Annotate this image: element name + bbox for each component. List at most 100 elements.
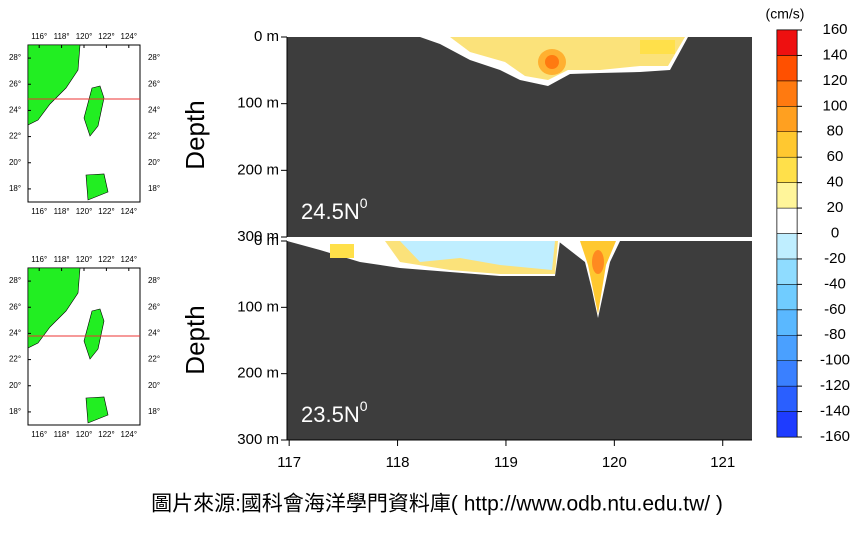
colorbar-swatch	[776, 207, 798, 234]
map-tick-label: 120°	[76, 430, 93, 439]
y-tick-label: 100 m	[237, 298, 279, 315]
colorbar-swatch	[776, 182, 798, 209]
map-tick-label: 24°	[148, 106, 160, 115]
colorbar-tick-label: 140	[822, 46, 847, 63]
x-tick-label: 120	[602, 454, 627, 471]
colorbar-tick-label: -60	[824, 301, 846, 318]
colorbar-tick-label: -20	[824, 250, 846, 267]
map-tick-label: 26°	[148, 79, 160, 88]
colorbar-tick-label: 120	[822, 72, 847, 89]
colorbar-tick-label: 100	[822, 97, 847, 114]
y-tick-label: 200 m	[237, 365, 279, 382]
colorbar-tick-label: -100	[820, 352, 850, 369]
panel-label-superscript: 0	[360, 195, 368, 211]
colorbar-swatch	[776, 284, 798, 311]
colorbar-swatch	[776, 335, 798, 361]
velocity-field	[545, 55, 559, 69]
map-inset	[27, 267, 141, 426]
map-tick-label: 118°	[54, 430, 70, 439]
map-tick-label: 22°	[148, 132, 160, 141]
map-tick-label: 28°	[148, 53, 160, 62]
colorbar-swatch	[776, 258, 798, 285]
map-tick-label: 24°	[148, 329, 160, 338]
velocity-field	[580, 241, 616, 314]
y-tick-label: 300 m	[237, 431, 279, 448]
colorbar-tick-label: -120	[820, 377, 850, 394]
colorbar-tick-label: 160	[822, 21, 847, 38]
colorbar-swatch	[776, 131, 798, 158]
y-tick-label: 0 m	[254, 232, 279, 249]
panel-label-text: 23.5N	[301, 402, 360, 427]
colorbar-tick-label: -80	[824, 326, 846, 343]
map-tick-label: 124°	[121, 32, 138, 41]
colorbar-tick-label: 20	[827, 199, 844, 216]
caption: 圖片來源:國科會海洋學門資料庫( http://www.odb.ntu.edu.…	[151, 493, 723, 516]
map-tick-label: 120°	[76, 32, 93, 41]
panel-label-superscript: 0	[360, 398, 368, 414]
map-tick-label: 26°	[9, 302, 21, 311]
colorbar-tick-label: 40	[827, 174, 844, 191]
x-tick-label: 119	[494, 454, 518, 471]
map-tick-label: 116°	[31, 32, 47, 41]
y-tick-label: 0 m	[254, 28, 279, 45]
x-tick-label: 117	[277, 454, 301, 471]
map-tick-label: 20°	[148, 158, 160, 167]
map-tick-label: 118°	[54, 207, 70, 216]
map-tick-label: 116°	[31, 255, 47, 264]
colorbar-tick-label: -40	[824, 275, 846, 292]
map-tick-label: 22°	[9, 132, 21, 141]
map-tick-label: 124°	[121, 430, 138, 439]
colorbar-swatch	[776, 385, 798, 412]
map-inset	[27, 44, 141, 203]
map-tick-label: 22°	[9, 355, 21, 364]
map-tick-label: 22°	[148, 355, 160, 364]
velocity-field	[330, 244, 354, 258]
colorbar-tick-label: -160	[820, 428, 850, 445]
map-tick-label: 28°	[9, 53, 21, 62]
x-tick-label: 121	[710, 454, 735, 471]
velocity-field	[640, 40, 675, 54]
y-axis-label: Depth	[180, 100, 210, 169]
map-tick-label: 20°	[9, 381, 21, 390]
y-axis-label: Depth	[180, 305, 210, 374]
map-tick-label: 124°	[121, 255, 138, 264]
map-tick-label: 120°	[76, 255, 93, 264]
map-tick-label: 118°	[54, 32, 70, 41]
colorbar-swatch	[776, 360, 798, 387]
y-tick-label: 100 m	[237, 95, 279, 112]
map-tick-label: 28°	[148, 276, 160, 285]
colorbar-swatch	[776, 309, 798, 336]
colorbar-unit: (cm/s)	[766, 6, 805, 22]
map-tick-label: 124°	[121, 207, 138, 216]
map-tick-label: 122°	[98, 207, 115, 216]
colorbar-tick-label: 80	[827, 123, 844, 140]
map-tick-label: 118°	[54, 255, 70, 264]
map-tick-label: 120°	[76, 207, 93, 216]
map-tick-label: 26°	[148, 302, 160, 311]
y-tick-label: 300 m	[237, 228, 279, 245]
map-tick-label: 18°	[148, 407, 160, 416]
panel-label: 24.5N0	[301, 195, 368, 224]
velocity-field	[592, 250, 604, 274]
map-tick-label: 28°	[9, 276, 21, 285]
panel-label: 23.5N0	[301, 398, 368, 427]
colorbar-tick-label: -140	[820, 403, 850, 420]
panel-label-text: 24.5N	[301, 199, 360, 224]
colorbar-swatch	[776, 411, 798, 438]
velocity-field	[450, 37, 685, 80]
map-tick-label: 20°	[148, 381, 160, 390]
map-tick-label: 122°	[98, 255, 115, 264]
colorbar-swatch	[776, 29, 798, 56]
colorbar-swatch	[776, 80, 798, 107]
colorbar-tick-label: 60	[827, 148, 844, 165]
map-tick-label: 18°	[9, 184, 21, 193]
map-tick-label: 18°	[9, 407, 21, 416]
map-tick-label: 116°	[31, 430, 47, 439]
colorbar-swatch	[776, 156, 798, 183]
map-tick-label: 116°	[31, 207, 47, 216]
colorbar-swatch	[776, 106, 798, 132]
map-tick-label: 24°	[9, 106, 21, 115]
x-tick-label: 118	[386, 454, 410, 471]
map-tick-label: 122°	[98, 32, 115, 41]
